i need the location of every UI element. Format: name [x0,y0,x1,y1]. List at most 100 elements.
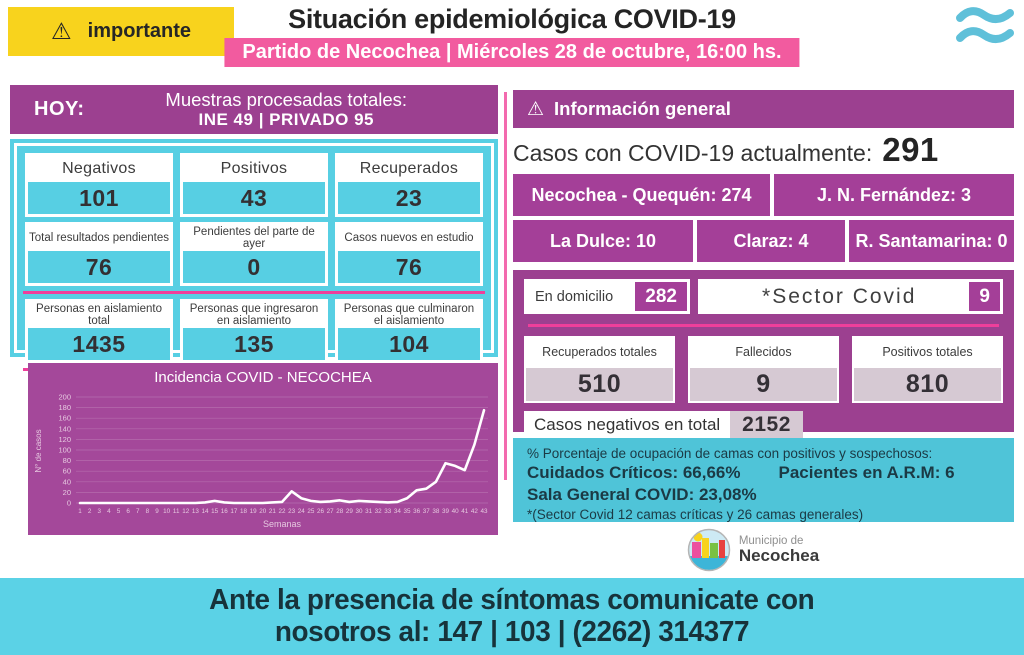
footer-line1: Ante la presencia de síntomas comunicate… [209,583,815,616]
warning-icon: ⚠ [51,18,72,44]
beds-sala: Sala General COVID: 23,08% [527,485,757,505]
svg-text:22: 22 [278,508,286,515]
svg-text:36: 36 [413,508,421,515]
waves-logo-icon [956,7,1014,43]
svg-text:100: 100 [58,446,71,455]
beds-note: *(Sector Covid 12 camas críticas y 26 ca… [527,506,864,522]
today-stats-panel: Negativos 101 Positivos 43 Recuperados 2… [10,139,498,371]
svg-text:140: 140 [58,424,71,433]
region-la-dulce: La Dulce: 10 [513,220,693,262]
svg-text:80: 80 [63,456,71,465]
region-claraz: Claraz: 4 [697,220,845,262]
svg-text:33: 33 [384,508,392,515]
svg-text:120: 120 [58,435,71,444]
svg-text:160: 160 [58,414,71,423]
samples-header-bar: HOY: Muestras procesadas totales: INE 49… [10,85,498,134]
stat-recuperados: Recuperados 23 [335,153,483,217]
svg-text:Semanas: Semanas [263,519,302,529]
svg-text:37: 37 [423,508,431,515]
samples-title: Muestras procesadas totales: [165,89,408,111]
stat-aislamiento-total: Personas en aislamiento total 1435 [25,299,173,363]
pink-divider [23,291,485,294]
svg-text:26: 26 [317,508,325,515]
svg-text:40: 40 [63,477,71,486]
sector-covid-label: *Sector Covid [762,284,917,308]
svg-text:10: 10 [163,508,171,515]
total-recuperados: Recuperados totales 510 [524,336,675,403]
svg-text:25: 25 [307,508,315,515]
current-cases-label: Casos con COVID-19 actualmente: [513,140,873,166]
important-badge-label: importante [87,20,191,42]
svg-text:42: 42 [471,508,479,515]
negatives-label: Casos negativos en total [524,411,731,439]
stat-negativos: Negativos 101 [25,153,173,217]
incidence-chart: 0 20 40 60 80 100 120 140 160 180 200 1 2 3 4 5 6 7 8 9 10 11… [28,363,498,535]
svg-text:7: 7 [136,508,140,515]
svg-text:34: 34 [394,508,402,515]
svg-text:23: 23 [288,508,296,515]
beds-title: % Porcentaje de ocupación de camas con p… [527,446,933,461]
svg-text:27: 27 [327,508,335,515]
svg-text:11: 11 [173,508,180,515]
svg-text:41: 41 [461,508,469,515]
svg-text:43: 43 [480,508,488,515]
svg-text:3: 3 [97,508,101,515]
svg-text:39: 39 [442,508,450,515]
totals-panel: En domicilio 282 *Sector Covid 9 Recuper… [513,270,1014,439]
domicilio-label: En domicilio [535,288,614,305]
municipio-logo: Municipio de Necochea [648,526,858,574]
region-necochea-quequen: Necochea - Quequén: 274 [513,174,770,216]
stat-aislamiento-culminaron: Personas que culminaron el aislamiento 1… [335,299,483,363]
samples-detail: INE 49 | PRIVADO 95 [198,110,374,130]
warning-icon: ⚠ [527,98,545,120]
sector-covid-value: 9 [969,282,1000,311]
negatives-row: Casos negativos en total 2152 [524,411,1003,439]
svg-text:Incidencia COVID - NECOCHEA: Incidencia COVID - NECOCHEA [154,369,372,386]
svg-text:2: 2 [88,508,92,515]
svg-text:180: 180 [58,403,71,412]
info-general-title: Información general [554,98,731,119]
svg-text:18: 18 [240,508,248,515]
vertical-divider [504,92,507,480]
svg-text:8: 8 [146,508,150,515]
beds-criticos-line: Cuidados Críticos: 66,66% Pacientes en A.… [527,462,1000,484]
svg-text:32: 32 [375,508,383,515]
svg-text:9: 9 [155,508,159,515]
svg-text:5: 5 [117,508,121,515]
region-jn-fernandez: J. N. Fernández: 3 [774,174,1014,216]
svg-text:21: 21 [269,508,277,515]
total-fallecidos: Fallecidos 9 [688,336,839,403]
svg-text:28: 28 [336,508,344,515]
svg-text:38: 38 [432,508,440,515]
stat-positivos: Positivos 43 [180,153,328,217]
negatives-value: 2152 [730,411,803,439]
current-cases-line: Casos con COVID-19 actualmente: 291 [513,131,1014,169]
svg-text:60: 60 [63,467,71,476]
svg-text:24: 24 [298,508,306,515]
stats-grid: Negativos 101 Positivos 43 Recuperados 2… [14,143,494,371]
svg-text:17: 17 [230,508,238,515]
svg-text:13: 13 [192,508,200,515]
beds-criticos: Cuidados Críticos: 66,66% [527,463,741,483]
important-badge: ⚠ importante [8,7,234,56]
domicilio-cell: En domicilio 282 [524,279,690,314]
municipio-emblem-icon [687,528,731,572]
svg-text:19: 19 [250,508,258,515]
footer-line2: nosotros al: 147 | 103 | (2262) 314377 [274,615,750,648]
stat-pendientes-ayer: Pendientes del parte de ayer 0 [180,222,328,286]
beds-arm: Pacientes en A.R.M: 6 [778,463,955,483]
svg-text:14: 14 [202,508,210,515]
pink-divider [528,324,999,327]
info-general-header: ⚠ Información general [513,90,1014,128]
svg-text:30: 30 [355,508,363,515]
beds-occupancy-box: % Porcentaje de ocupación de camas con p… [513,438,1014,522]
svg-text:N° de casos: N° de casos [34,429,43,472]
current-cases-value: 291 [882,131,939,168]
svg-text:15: 15 [211,508,219,515]
hoy-label: HOY: [34,98,85,120]
svg-text:12: 12 [182,508,190,515]
svg-text:20: 20 [259,508,267,515]
svg-text:31: 31 [365,508,373,515]
svg-text:16: 16 [221,508,229,515]
